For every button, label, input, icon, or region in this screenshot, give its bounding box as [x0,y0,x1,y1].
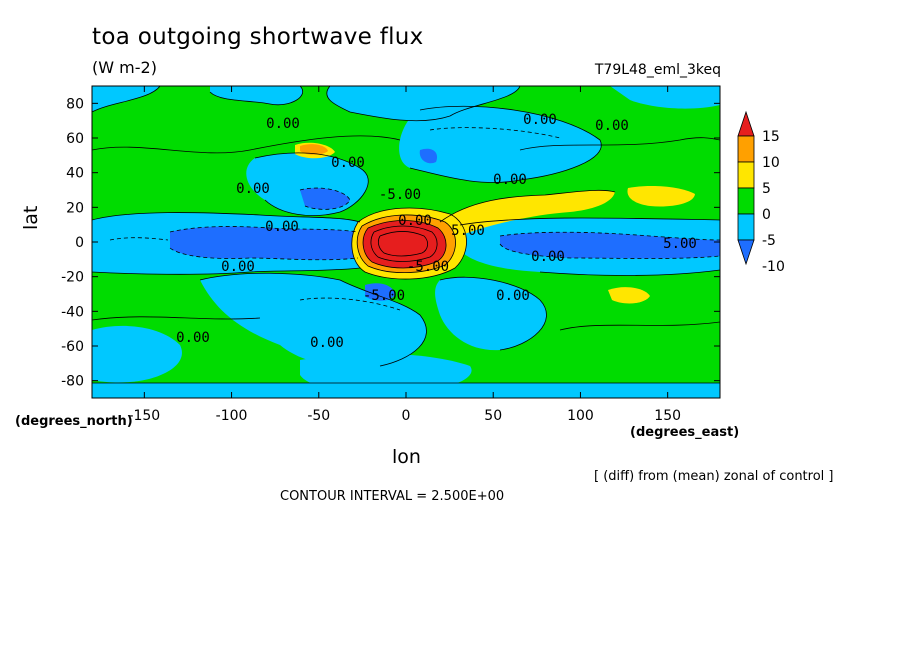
y-tick-label: -80 [61,374,84,390]
contour-label: 5.00 [451,223,485,239]
y-tick-label: -40 [61,304,84,320]
colorbar-label: 15 [762,129,780,145]
contour-label: 0.00 [221,259,255,275]
filled-contours [92,86,720,398]
contour-label: 0.00 [531,249,565,265]
contour-label: -5.00 [363,288,405,304]
contour-label: 0.00 [176,330,210,346]
chart-title: toa outgoing shortwave flux [92,24,424,50]
y-tick-label: 20 [66,200,84,216]
x-tick-label: -100 [216,408,248,424]
x-tick-label: 100 [567,408,594,424]
contour-label: 0.00 [496,288,530,304]
contour-label: 0.00 [266,116,300,132]
chart-units: (W m-2) [92,58,157,77]
x-tick-label: 150 [654,408,681,424]
colorbar-bin [737,213,755,241]
x-tick-label: 50 [484,408,502,424]
colorbar-cap-top [737,110,755,137]
contour-label: 0.00 [493,172,527,188]
colorbar-label: 10 [762,155,780,171]
y-tick-label: 0 [75,235,84,251]
contour-label: 0.00 [398,213,432,229]
contour-label: 0.00 [310,335,344,351]
contour-labels: 0.00 0.00 0.00 0.00 0.00 0.00 0.00 0.00 0.00 0.00… [176,112,697,351]
contour-interval: CONTOUR INTERVAL = 2.500E+00 [280,489,505,504]
x-tick-label: 0 [402,408,411,424]
x-axis-label: lon [392,446,421,468]
y-tick-label: 40 [66,166,84,182]
colorbar-label: -10 [762,259,785,275]
contour-label: 5.00 [663,236,697,252]
x-axis-units: (degrees_east) [630,425,740,440]
x-axis-ticks: -150 -100 -50 0 50 100 150 [128,86,681,424]
run-label: T79L48_eml_3keq [594,62,721,78]
colorbar-bin [737,187,755,215]
colorbar-bin [737,161,755,189]
difference-note: [ (diff) from (mean) zonal of control ] [594,469,834,484]
colorbar-label: 0 [762,207,771,223]
contour-lines [92,86,720,384]
contour-label: 0.00 [595,118,629,134]
colorbar-bin [737,135,755,163]
y-tick-label: -60 [61,339,84,355]
contour-label: 0.00 [523,112,557,128]
colorbar-label: 5 [762,181,771,197]
colorbar-cap-bottom [737,239,755,266]
x-tick-label: -50 [307,408,330,424]
y-tick-label: 80 [66,96,84,112]
colorbar-label: -5 [762,233,776,249]
y-tick-label: 60 [66,131,84,147]
contour-label: 0.00 [236,181,270,197]
contour-label: 0.00 [265,219,299,235]
y-axis-ticks: -80 -60 -40 -20 0 20 40 60 80 [61,96,720,390]
contour-label: -5.00 [407,259,449,275]
contour-label: 0.00 [331,155,365,171]
negative-contour-lines [109,127,720,311]
contour-label: -5.00 [379,187,421,203]
y-tick-label: -20 [61,270,84,286]
x-tick-label: -150 [128,408,160,424]
y-axis-units: (degrees_north) [15,414,133,429]
colorbar: 15 10 5 0 -5 -10 [737,110,785,275]
